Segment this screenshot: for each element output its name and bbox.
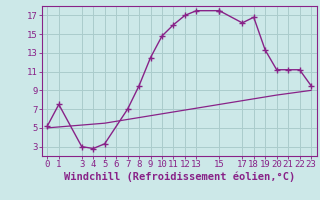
X-axis label: Windchill (Refroidissement éolien,°C): Windchill (Refroidissement éolien,°C) [64, 172, 295, 182]
